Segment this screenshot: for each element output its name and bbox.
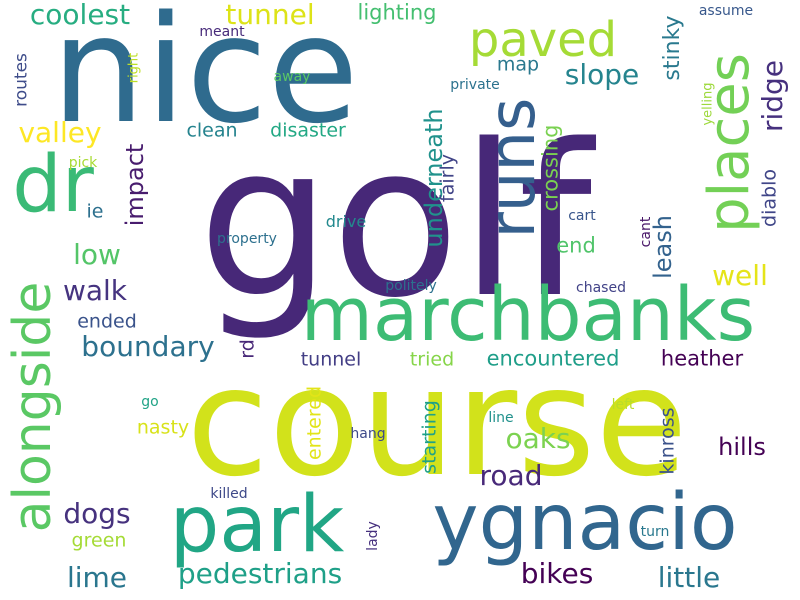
word-pedestrians: pedestrians	[177, 557, 343, 590]
word-fairly: fairly	[436, 154, 459, 202]
word-assume: assume	[698, 3, 754, 19]
word-property: property	[217, 231, 277, 247]
word-well: well	[712, 259, 768, 292]
word-chased: chased	[576, 280, 626, 296]
word-course: course	[186, 336, 688, 510]
word-bikes: bikes	[520, 557, 594, 590]
word-low: low	[73, 238, 121, 271]
word-starting: starting	[418, 400, 441, 474]
word-killed: killed	[210, 486, 248, 502]
word-paved: paved	[468, 12, 618, 68]
word-encountered: encountered	[486, 346, 620, 371]
word-impact: impact	[121, 143, 149, 227]
word-drive: drive	[325, 212, 367, 231]
word-hang: hang	[350, 426, 386, 442]
word-pick: pick	[68, 155, 98, 171]
word-golf: golf	[197, 99, 593, 344]
word-lighting: lighting	[357, 0, 437, 25]
word-dr: dr	[12, 140, 94, 230]
word-hills: hills	[718, 433, 766, 461]
word-slope: slope	[564, 58, 640, 91]
word-yelling: yelling	[700, 82, 716, 126]
word-valley: valley	[18, 116, 102, 149]
word-cart: cart	[568, 208, 596, 224]
word-runs: runs	[476, 97, 550, 239]
word-ended: ended	[77, 310, 137, 333]
word-end: end	[556, 233, 596, 258]
word-rd: rd	[236, 339, 259, 359]
word-line: line	[488, 410, 514, 426]
word-turn: turn	[640, 524, 670, 540]
word-map: map	[496, 53, 540, 76]
word-routes: routes	[11, 53, 32, 107]
word-coolest: coolest	[29, 0, 131, 31]
word-dogs: dogs	[63, 497, 131, 530]
word-boundary: boundary	[81, 330, 215, 363]
word-ie: ie	[86, 200, 104, 223]
word-kinross: kinross	[656, 407, 679, 475]
word-park: park	[169, 480, 345, 570]
word-crossing: crossing	[538, 124, 563, 212]
word-places: places	[697, 53, 762, 233]
word-meant: meant	[199, 24, 245, 40]
word-tunnel-2: tunnel	[300, 348, 362, 371]
word-tunnel: tunnel	[225, 0, 315, 31]
word-ridge: ridge	[756, 59, 789, 133]
word-private: private	[450, 77, 500, 93]
word-oaks: oaks	[505, 422, 571, 455]
word-walk: walk	[62, 274, 128, 307]
word-entered: entered	[303, 385, 326, 461]
word-tried: tried	[409, 348, 455, 371]
word-clean: clean	[186, 119, 238, 142]
word-ygnacio: ygnacio	[432, 478, 738, 568]
word-leash: leash	[649, 215, 677, 279]
word-politely: politely	[385, 278, 437, 294]
word-alongside: alongside	[3, 281, 63, 533]
word-heather: heather	[660, 346, 744, 371]
word-lady: lady	[365, 521, 381, 551]
word-right: right	[126, 52, 142, 84]
word-road: road	[479, 459, 543, 492]
word-green: green	[71, 529, 127, 552]
word-nasty: nasty	[136, 416, 190, 439]
word-away: away	[273, 69, 311, 85]
word-left: left	[611, 397, 635, 413]
word-stinky: stinky	[660, 15, 685, 81]
word-diablo: diablo	[758, 169, 781, 227]
word-nice: nice	[51, 0, 359, 156]
word-disaster: disaster	[270, 119, 346, 142]
word-go: go	[141, 394, 159, 410]
word-marchbanks: marchbanks	[300, 272, 756, 358]
word-little: little	[657, 561, 721, 594]
word-lime: lime	[66, 561, 128, 594]
